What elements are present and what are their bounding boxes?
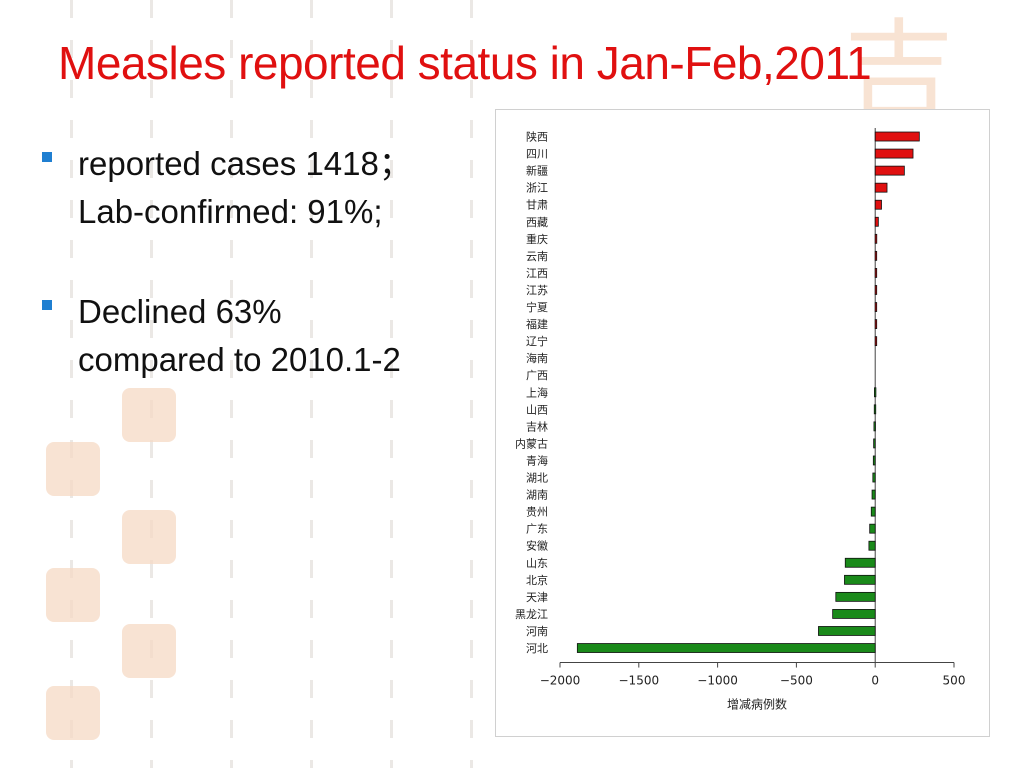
slide-title: Measles reported status in Jan-Feb,2011 <box>58 37 872 89</box>
category-label: 湖南 <box>526 489 548 502</box>
category-label: 黑龙江 <box>515 608 548 621</box>
x-tick-label: −1500 <box>619 674 660 688</box>
category-label: 安徽 <box>526 539 548 553</box>
category-label: 山东 <box>526 557 548 570</box>
bar <box>874 233 878 244</box>
bar <box>832 609 876 619</box>
background-dash-column <box>70 0 73 768</box>
x-tick-label: −500 <box>780 674 813 688</box>
category-label: 山西 <box>526 403 548 416</box>
category-label: 江西 <box>526 267 548 280</box>
bar <box>844 574 876 585</box>
bar <box>872 472 876 483</box>
bar <box>874 268 878 278</box>
background-dash-column <box>390 0 393 768</box>
bar <box>873 421 876 432</box>
bar <box>874 216 879 227</box>
category-label: 云南 <box>526 250 548 263</box>
background-dash-column <box>310 0 313 768</box>
category-label: 陕西 <box>526 130 548 144</box>
bar <box>874 387 877 398</box>
bar <box>869 523 876 534</box>
category-label: 河北 <box>526 642 548 655</box>
bar <box>874 250 878 261</box>
x-tick-label: 500 <box>943 674 966 688</box>
bullet-marker-icon <box>42 152 52 162</box>
seal-stamp <box>122 388 176 442</box>
background-dash-column <box>470 0 473 768</box>
bar <box>874 131 920 142</box>
category-label: 甘肃 <box>526 199 548 212</box>
bar <box>874 165 905 176</box>
bar <box>818 626 876 636</box>
category-label: 广东 <box>526 523 548 536</box>
bar <box>870 506 876 517</box>
category-label: 西藏 <box>526 216 548 229</box>
category-label: 新疆 <box>526 164 548 178</box>
bar <box>874 336 878 347</box>
category-label: 四川 <box>526 148 548 161</box>
bullet-text-line: reported cases 1418； <box>78 145 412 182</box>
category-label: 贵州 <box>526 506 548 519</box>
bar <box>868 540 876 551</box>
bar <box>874 182 888 193</box>
bar <box>874 285 878 295</box>
seal-stamp <box>46 442 100 496</box>
category-label: 河南 <box>526 625 548 638</box>
bullet-text-line: Lab-confirmed: 91%; <box>78 193 383 230</box>
bullet-text-line: Declined 63% <box>78 293 282 330</box>
category-label: 内蒙古 <box>515 436 548 450</box>
x-tick-label: −2000 <box>540 674 581 688</box>
background-dash-column <box>230 0 233 768</box>
bar <box>873 404 877 415</box>
bar-chart: 陕西四川新疆浙江甘肃西藏重庆云南江西江苏宁夏福建辽宁海南广西上海山西吉林内蒙古青… <box>515 128 966 712</box>
bullet-text-line: compared to 2010.1-2 <box>78 341 401 378</box>
bar <box>872 455 876 466</box>
x-tick-label: −1000 <box>697 674 738 688</box>
seal-stamp <box>46 568 100 622</box>
bar <box>873 438 876 449</box>
bar <box>874 302 878 312</box>
category-label: 青海 <box>526 453 548 467</box>
category-label: 湖北 <box>526 472 548 485</box>
seal-stamp <box>46 686 100 740</box>
bullet-item: Declined 63% compared to 2010.1-2 <box>40 288 480 384</box>
chart-container: 陕西四川新疆浙江甘肃西藏重庆云南江西江苏宁夏福建辽宁海南广西上海山西吉林内蒙古青… <box>495 109 990 737</box>
bar <box>871 489 876 500</box>
bar <box>576 643 876 653</box>
category-label: 上海 <box>526 385 548 399</box>
category-label: 宁夏 <box>526 300 548 314</box>
category-label: 吉林 <box>526 419 548 433</box>
background-dash-column <box>150 0 153 768</box>
bullet-marker-icon <box>42 300 52 310</box>
bar <box>835 591 876 602</box>
bullet-list: reported cases 1418； Lab-confirmed: 91%;… <box>40 140 480 436</box>
category-label: 广西 <box>526 369 548 382</box>
seal-stamp <box>122 510 176 564</box>
category-label: 浙江 <box>526 182 548 195</box>
bar <box>874 148 914 159</box>
category-label: 天津 <box>526 591 548 604</box>
x-axis-title: 增减病例数 <box>727 697 787 712</box>
bar <box>844 557 876 568</box>
bar <box>874 319 878 329</box>
category-label: 江苏 <box>526 284 548 297</box>
category-label: 重庆 <box>526 232 548 246</box>
category-label: 福建 <box>526 317 548 331</box>
bar <box>874 199 882 210</box>
category-label: 辽宁 <box>526 334 548 348</box>
category-label: 北京 <box>526 573 548 587</box>
seal-stamp <box>122 624 176 678</box>
category-label: 海南 <box>526 351 548 365</box>
x-tick-label: 0 <box>871 674 879 688</box>
bullet-item: reported cases 1418； Lab-confirmed: 91%; <box>40 140 480 236</box>
